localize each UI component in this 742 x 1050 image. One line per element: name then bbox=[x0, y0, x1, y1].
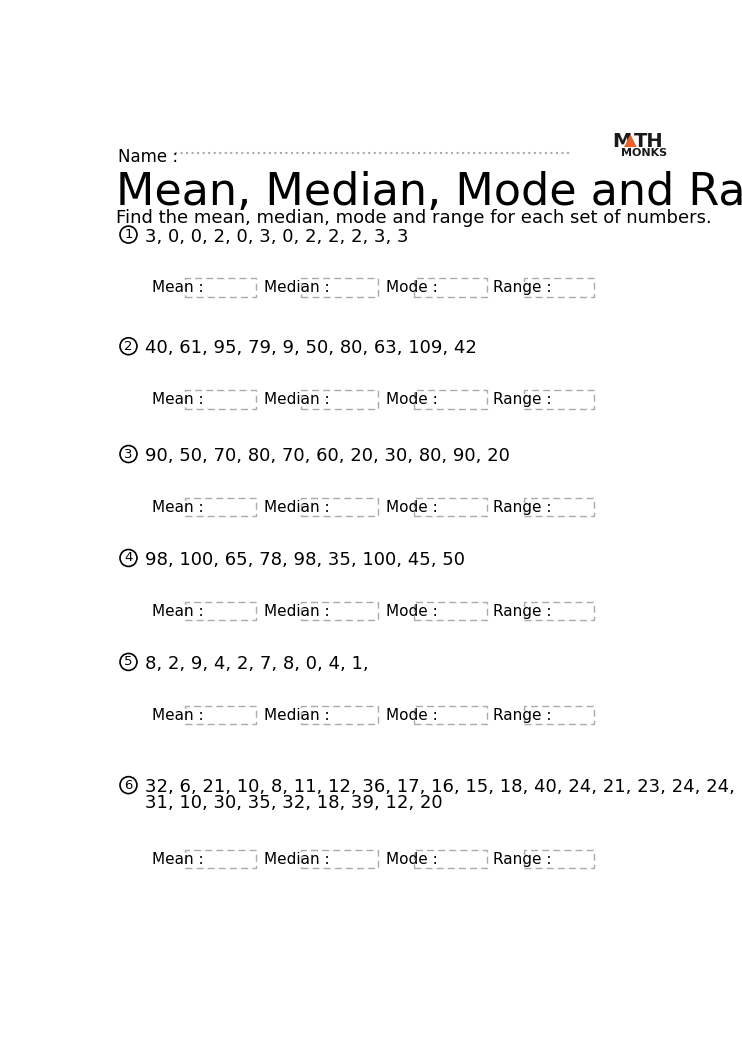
Text: 31, 10, 30, 35, 32, 18, 39, 12, 20: 31, 10, 30, 35, 32, 18, 39, 12, 20 bbox=[145, 794, 442, 812]
Bar bbox=[414, 278, 487, 297]
Text: Median :: Median : bbox=[264, 708, 329, 722]
Text: Range :: Range : bbox=[493, 604, 552, 618]
Text: Median :: Median : bbox=[264, 500, 329, 514]
Text: Name :: Name : bbox=[118, 148, 183, 166]
Text: 5: 5 bbox=[124, 655, 133, 669]
Text: 6: 6 bbox=[125, 779, 133, 792]
Bar bbox=[525, 706, 594, 724]
Text: Mean :: Mean : bbox=[152, 500, 204, 514]
Text: Mode :: Mode : bbox=[386, 392, 438, 406]
Bar bbox=[414, 391, 487, 408]
Text: Range :: Range : bbox=[493, 852, 552, 866]
Text: 2: 2 bbox=[124, 340, 133, 353]
Text: MONKS: MONKS bbox=[621, 148, 667, 158]
Text: Range :: Range : bbox=[493, 280, 552, 295]
Bar bbox=[301, 498, 378, 517]
Bar bbox=[186, 278, 256, 297]
Text: Mean :: Mean : bbox=[152, 280, 204, 295]
Text: Mean :: Mean : bbox=[152, 604, 204, 618]
Text: Mean :: Mean : bbox=[152, 852, 204, 866]
Text: M: M bbox=[612, 132, 631, 151]
Text: 1: 1 bbox=[124, 228, 133, 242]
Text: 3: 3 bbox=[124, 447, 133, 461]
Text: Mode :: Mode : bbox=[386, 500, 438, 514]
Text: Mean, Median, Mode and Range: Mean, Median, Mode and Range bbox=[116, 171, 742, 213]
Text: 90, 50, 70, 80, 70, 60, 20, 30, 80, 90, 20: 90, 50, 70, 80, 70, 60, 20, 30, 80, 90, … bbox=[145, 447, 510, 465]
Bar bbox=[414, 602, 487, 621]
Text: 40, 61, 95, 79, 9, 50, 80, 63, 109, 42: 40, 61, 95, 79, 9, 50, 80, 63, 109, 42 bbox=[145, 339, 476, 357]
Text: 4: 4 bbox=[125, 551, 133, 565]
Bar bbox=[301, 706, 378, 724]
Bar bbox=[301, 391, 378, 408]
Text: Median :: Median : bbox=[264, 604, 329, 618]
Bar bbox=[525, 602, 594, 621]
Text: Mode :: Mode : bbox=[386, 708, 438, 722]
Text: 8, 2, 9, 4, 2, 7, 8, 0, 4, 1,: 8, 2, 9, 4, 2, 7, 8, 0, 4, 1, bbox=[145, 655, 368, 673]
Text: Range :: Range : bbox=[493, 392, 552, 406]
Text: Range :: Range : bbox=[493, 708, 552, 722]
Bar bbox=[414, 498, 487, 517]
Text: Find the mean, median, mode and range for each set of numbers.: Find the mean, median, mode and range fo… bbox=[116, 209, 712, 227]
Bar bbox=[525, 849, 594, 868]
Text: 32, 6, 21, 10, 8, 11, 12, 36, 17, 16, 15, 18, 40, 24, 21, 23, 24, 24, 29, 16, 32: 32, 6, 21, 10, 8, 11, 12, 36, 17, 16, 15… bbox=[145, 778, 742, 796]
Bar bbox=[525, 498, 594, 517]
Bar bbox=[525, 391, 594, 408]
Bar bbox=[301, 849, 378, 868]
Bar bbox=[186, 602, 256, 621]
Text: 3, 0, 0, 2, 0, 3, 0, 2, 2, 2, 3, 3: 3, 0, 0, 2, 0, 3, 0, 2, 2, 2, 3, 3 bbox=[145, 228, 408, 246]
Text: Mean :: Mean : bbox=[152, 392, 204, 406]
Bar bbox=[301, 602, 378, 621]
Bar bbox=[186, 498, 256, 517]
Text: Mode :: Mode : bbox=[386, 604, 438, 618]
Bar bbox=[186, 391, 256, 408]
Text: Median :: Median : bbox=[264, 280, 329, 295]
Text: 98, 100, 65, 78, 98, 35, 100, 45, 50: 98, 100, 65, 78, 98, 35, 100, 45, 50 bbox=[145, 551, 464, 569]
Text: Mode :: Mode : bbox=[386, 852, 438, 866]
Bar bbox=[414, 706, 487, 724]
Text: Median :: Median : bbox=[264, 392, 329, 406]
Text: TH: TH bbox=[634, 132, 663, 151]
Bar bbox=[525, 278, 594, 297]
Text: Mode :: Mode : bbox=[386, 280, 438, 295]
Bar bbox=[186, 849, 256, 868]
Text: Median :: Median : bbox=[264, 852, 329, 866]
Bar bbox=[414, 849, 487, 868]
Text: ▲: ▲ bbox=[623, 132, 637, 150]
Text: Mean :: Mean : bbox=[152, 708, 204, 722]
Bar bbox=[186, 706, 256, 724]
Text: Range :: Range : bbox=[493, 500, 552, 514]
Bar bbox=[301, 278, 378, 297]
